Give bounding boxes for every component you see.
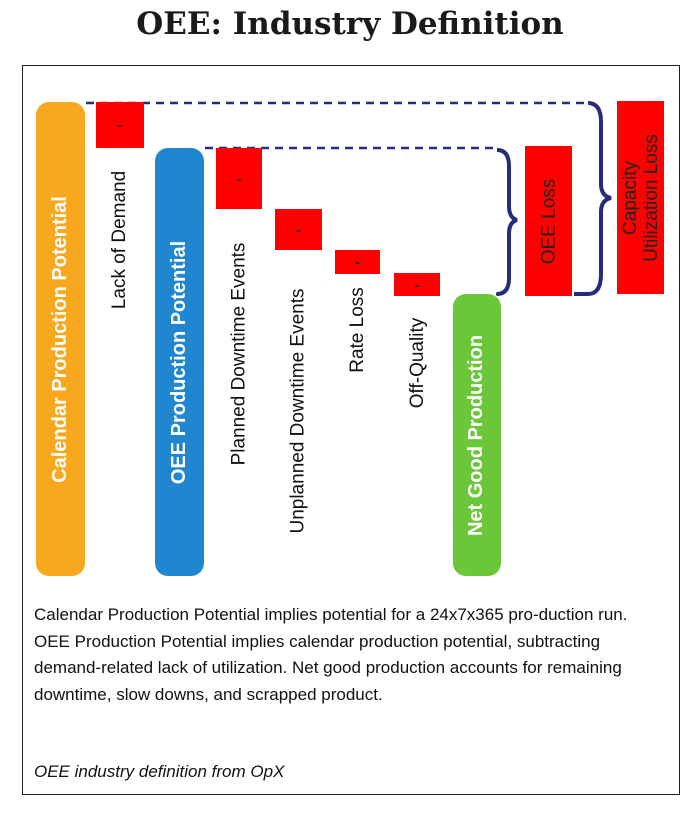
capacity-utilization-loss-label: Capacity Utilization Loss xyxy=(620,134,662,262)
loss-marker: - xyxy=(117,117,123,133)
capacity-line-1: Capacity xyxy=(619,160,641,235)
rate-loss-label: Rate Loss xyxy=(347,287,369,373)
net-good-production-label: Net Good Production xyxy=(465,334,488,536)
calendar-production-label: Calendar Production Potential xyxy=(49,195,72,483)
planned-downtime-block: - xyxy=(216,148,262,209)
lack-of-demand-label: Lack of Demand xyxy=(109,170,131,310)
capacity-line-2: Utilization Loss xyxy=(640,133,662,262)
loss-marker: - xyxy=(414,276,420,293)
oee-production-bar: OEE Production Potential xyxy=(155,148,204,576)
loss-marker: - xyxy=(236,170,242,187)
planned-downtime-label-wrap: Planned Downtime Events xyxy=(219,214,259,494)
lack-of-demand-label-wrap: Lack of Demand xyxy=(100,152,140,328)
diagram-frame xyxy=(22,65,680,795)
source-note: OEE industry definition from OpX xyxy=(34,762,285,781)
oee-loss-box: OEE Loss xyxy=(525,146,572,296)
oee-loss-brace xyxy=(496,148,518,296)
capacity-brace xyxy=(574,101,612,296)
rate-loss-block: - xyxy=(335,250,380,274)
off-quality-block: - xyxy=(394,273,440,296)
loss-marker: - xyxy=(355,254,360,270)
page-title: OEE: Industry Definition xyxy=(136,6,564,42)
net-good-production-bar: Net Good Production xyxy=(453,294,501,576)
lack-of-demand-block: - xyxy=(96,102,144,148)
oee-production-label: OEE Production Potential xyxy=(168,240,191,484)
unplanned-downtime-block: - xyxy=(275,209,322,250)
unplanned-downtime-label-wrap: Unplanned Downtime Events xyxy=(279,254,319,568)
off-quality-label: Off-Quality xyxy=(407,317,428,409)
unplanned-downtime-label: Unplanned Downtime Events xyxy=(288,288,309,534)
planned-downtime-label: Planned Downtime Events xyxy=(228,242,249,466)
loss-marker: - xyxy=(296,221,301,238)
caption-text: Calendar Production Potential implies po… xyxy=(34,605,628,704)
calendar-production-bar: Calendar Production Potential xyxy=(36,102,85,576)
off-quality-label-wrap: Off-Quality xyxy=(398,300,438,426)
rate-loss-label-wrap: Rate Loss xyxy=(338,279,378,381)
capacity-utilization-loss-box: Capacity Utilization Loss xyxy=(617,101,664,294)
oee-loss-label: OEE Loss xyxy=(538,178,560,264)
